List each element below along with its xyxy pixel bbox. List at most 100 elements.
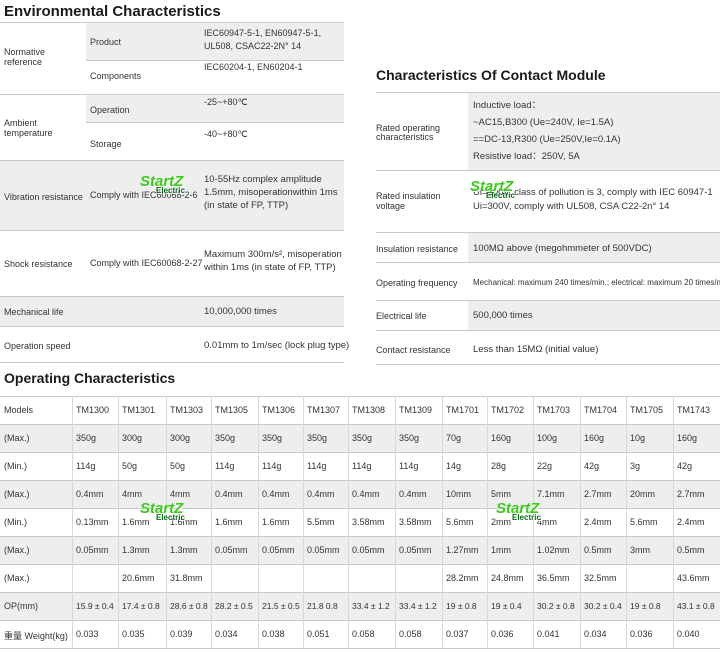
table-cell: 20.6mm <box>122 573 155 583</box>
watermark-brand: StartZ <box>496 500 540 517</box>
table-cell: 1.3mm <box>170 545 198 555</box>
env-shade-2 <box>86 94 344 122</box>
contact-op-freq-label: Operating frequency <box>376 278 458 288</box>
operating-col-divider <box>673 396 674 648</box>
table-cell: 300g <box>170 433 191 443</box>
contact-ins-res-label: Insulation resistance <box>376 244 459 254</box>
env-norm-line-2: UL508, CSAC22-2N° 14 <box>204 41 302 51</box>
separator <box>0 362 344 363</box>
table-cell: 0.040 <box>677 629 700 639</box>
table-cell: 5.5mm <box>307 517 335 527</box>
operating-col-divider <box>626 396 627 648</box>
operating-col-divider <box>395 396 396 648</box>
separator <box>376 262 720 263</box>
separator <box>376 92 720 93</box>
table-cell: 0.5mm <box>584 545 612 555</box>
operating-row-separator <box>0 648 720 649</box>
operating-row-label: (Max.) <box>4 433 30 443</box>
table-cell: 0.038 <box>262 629 285 639</box>
model-header-cell: TM1705 <box>630 405 664 415</box>
env-label-mechanical-life: Mechanical life <box>4 307 64 317</box>
env-vib-line-2: 1.5mm, misoperationwithin 1ms <box>204 187 338 198</box>
table-cell: 43.1 ± 0.8 <box>677 601 715 611</box>
separator <box>376 232 720 233</box>
table-cell: 1.3mm <box>122 545 150 555</box>
operating-col-divider <box>258 396 259 648</box>
table-cell: 0.4mm <box>76 489 104 499</box>
operating-row-separator <box>0 508 720 509</box>
separator <box>0 296 344 297</box>
operating-row-label: (Min.) <box>4 517 27 527</box>
table-cell: 43.6mm <box>677 573 710 583</box>
table-cell: 350g <box>215 433 236 443</box>
table-cell: 0.4mm <box>262 489 290 499</box>
model-header-cell: TM1309 <box>399 405 433 415</box>
table-cell: 0.035 <box>122 629 145 639</box>
table-cell: 5.6mm <box>630 517 658 527</box>
env-storage-value: -40~+80℃ <box>204 129 248 139</box>
operating-row-label: (Max.) <box>4 489 30 499</box>
table-cell: 5mm <box>491 489 511 499</box>
model-header-cell: TM1307 <box>307 405 341 415</box>
table-cell: 160g <box>677 433 698 443</box>
contact-elec-life-value: 500,000 times <box>473 310 533 321</box>
model-header-cell: TM1702 <box>491 405 525 415</box>
env-components-value: IEC60204-1, EN60204-1 <box>204 62 303 72</box>
operating-col-divider <box>72 396 73 648</box>
table-cell: 0.05mm <box>307 545 340 555</box>
table-cell: 31.8mm <box>170 573 203 583</box>
env-sub-product: Product <box>90 37 122 47</box>
table-cell: 0.037 <box>446 629 469 639</box>
separator <box>0 230 344 231</box>
table-cell: 0.05mm <box>262 545 295 555</box>
env-label-vibration: Vibration resistance <box>4 192 83 202</box>
table-cell: 36.5mm <box>537 573 570 583</box>
env-title: Environmental Characteristics <box>4 3 221 20</box>
separator <box>0 160 344 161</box>
table-cell: 350g <box>307 433 328 443</box>
contact-title: Characteristics Of Contact Module <box>376 67 606 83</box>
table-cell: 350g <box>352 433 373 443</box>
separator <box>0 326 344 327</box>
model-header-cell: TM1305 <box>215 405 249 415</box>
env-shock-line-1: Maximum 300m/s², misoperation <box>204 249 342 260</box>
table-cell: 1.27mm <box>446 545 479 555</box>
table-cell: 0.034 <box>215 629 238 639</box>
operating-row-separator <box>0 480 720 481</box>
contact-rated-op-label-1: Rated operating <box>376 123 441 133</box>
table-cell: 1.6mm <box>122 517 150 527</box>
separator <box>376 364 720 365</box>
env-label-normative-1: Normative <box>4 47 46 57</box>
env-label-ambient-1: Ambient <box>4 118 38 128</box>
table-cell: 350g <box>76 433 97 443</box>
operating-row-separator <box>0 592 720 593</box>
table-cell: 0.058 <box>352 629 375 639</box>
contact-shade-1 <box>468 92 720 170</box>
operating-col-divider <box>348 396 349 648</box>
table-cell: 21.5 ± 0.5 <box>262 601 300 611</box>
contact-shade-3 <box>468 300 720 330</box>
watermark-logo: StartZ Electric <box>140 500 185 522</box>
table-cell: 114g <box>352 461 372 471</box>
table-cell: 114g <box>262 461 282 471</box>
table-cell: 1.02mm <box>537 545 570 555</box>
operating-col-divider <box>166 396 167 648</box>
watermark-sub: Electric <box>486 191 515 200</box>
env-label-ambient-2: temperature <box>4 128 53 138</box>
operating-title: Operating Characteristics <box>4 370 176 386</box>
watermark-sub: Electric <box>156 186 185 195</box>
table-cell: 1mm <box>491 545 511 555</box>
env-shade-3 <box>0 160 344 230</box>
table-cell: 0.036 <box>491 629 514 639</box>
separator <box>86 60 344 61</box>
table-cell: 21.8 0.8 <box>307 601 338 611</box>
table-cell: 10g <box>630 433 646 443</box>
table-cell: 2.7mm <box>677 489 705 499</box>
model-header-cell: TM1308 <box>352 405 386 415</box>
model-header-cell: TM1301 <box>122 405 156 415</box>
watermark-brand: StartZ <box>140 173 184 190</box>
table-cell: 4mm <box>170 489 190 499</box>
operating-row-shade <box>0 480 720 508</box>
env-shade-4 <box>0 296 344 326</box>
operating-row-shade <box>0 424 720 452</box>
